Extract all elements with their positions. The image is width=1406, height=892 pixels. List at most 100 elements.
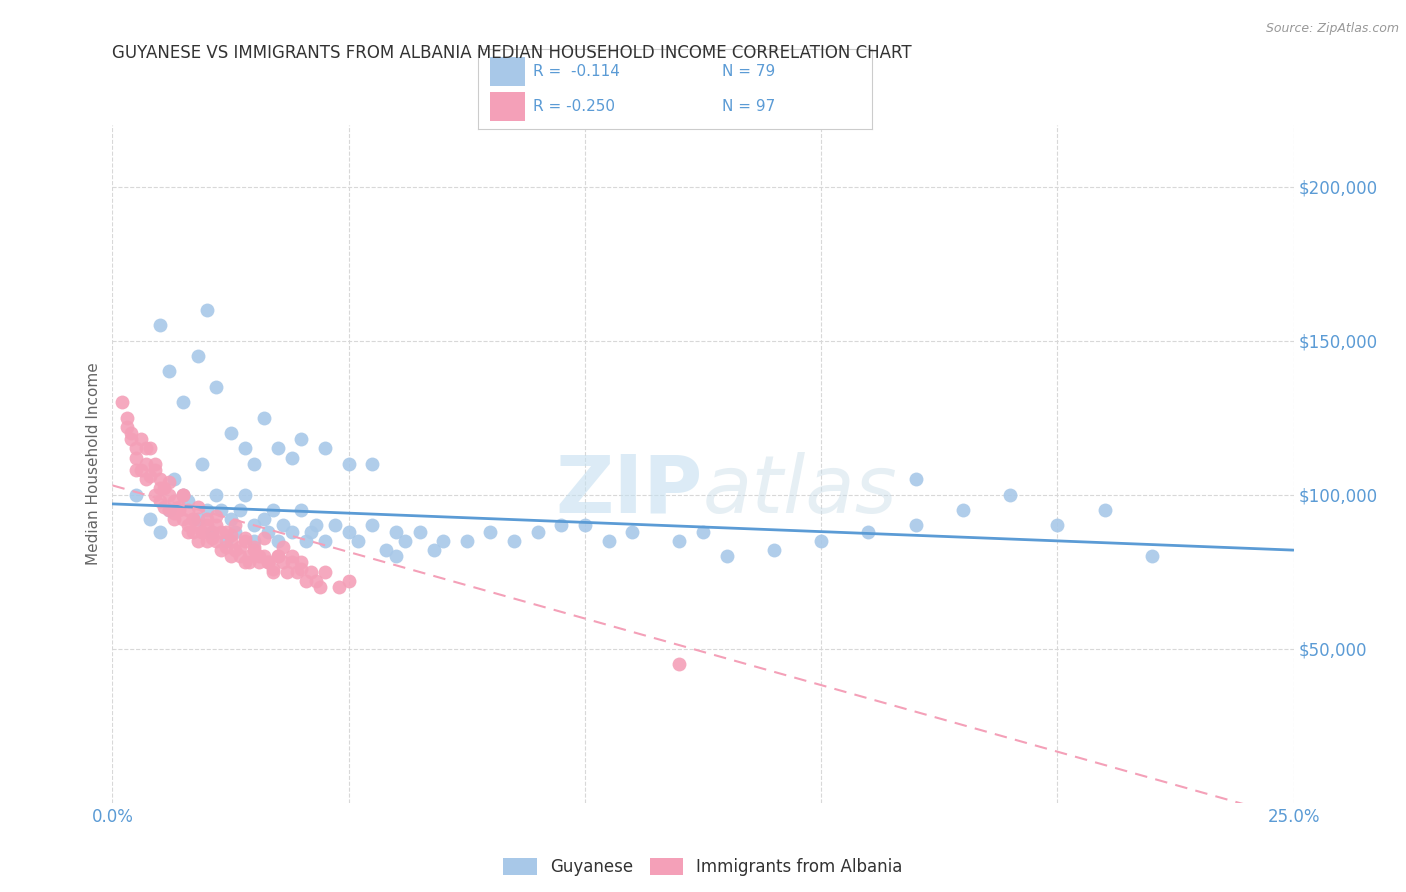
Point <box>195 503 218 517</box>
Point <box>422 543 444 558</box>
Point <box>125 450 148 465</box>
Point <box>153 482 176 496</box>
Point <box>181 512 204 526</box>
Point <box>149 524 172 539</box>
Bar <box>489 93 526 121</box>
Point <box>233 533 256 548</box>
Point <box>385 549 408 564</box>
Point <box>267 442 290 456</box>
Point <box>290 503 312 517</box>
Point <box>253 549 276 564</box>
Point <box>163 493 186 508</box>
Point <box>243 518 266 533</box>
Point <box>201 524 224 539</box>
Point <box>385 524 408 539</box>
Point <box>262 503 284 517</box>
Point <box>271 540 294 554</box>
Point <box>163 512 186 526</box>
Text: R =  -0.114: R = -0.114 <box>533 64 620 79</box>
Point <box>394 533 416 548</box>
Point <box>172 512 194 526</box>
Point <box>243 540 266 554</box>
Point <box>309 580 332 594</box>
Point <box>177 493 200 508</box>
Point <box>243 543 266 558</box>
Point <box>692 524 714 539</box>
Point <box>224 543 246 558</box>
Point <box>224 518 246 533</box>
Point <box>209 543 232 558</box>
Point <box>139 442 162 456</box>
Point <box>172 395 194 409</box>
Point <box>347 533 370 548</box>
Point <box>285 565 308 579</box>
Point <box>205 533 228 548</box>
Point <box>191 524 214 539</box>
Point <box>195 512 218 526</box>
Point <box>253 512 276 526</box>
Point <box>281 556 304 570</box>
Point <box>219 527 242 541</box>
Point <box>238 556 260 570</box>
Point <box>952 503 974 517</box>
Point <box>247 549 270 564</box>
Point <box>177 503 200 517</box>
Point <box>253 410 276 425</box>
Point <box>153 500 176 514</box>
Point <box>233 531 256 545</box>
Point <box>186 533 208 548</box>
Point <box>125 463 148 477</box>
Point <box>135 442 157 456</box>
Point <box>243 457 266 471</box>
Point <box>267 549 290 564</box>
Point <box>267 549 290 564</box>
Point <box>281 450 304 465</box>
Point <box>299 524 322 539</box>
Point <box>276 565 298 579</box>
Point <box>205 380 228 394</box>
Point <box>574 518 596 533</box>
Point <box>314 533 336 548</box>
Point <box>408 524 430 539</box>
Point <box>172 488 194 502</box>
Point <box>295 533 318 548</box>
Point <box>716 549 738 564</box>
Point <box>904 472 927 486</box>
Point <box>304 518 326 533</box>
Point <box>762 543 785 558</box>
Point <box>115 410 138 425</box>
Point <box>157 488 180 502</box>
Point <box>177 518 200 533</box>
Point <box>337 574 360 588</box>
Point <box>337 457 360 471</box>
Point <box>167 503 190 517</box>
Point <box>186 500 208 514</box>
Point <box>238 549 260 564</box>
Point <box>120 425 142 440</box>
Point <box>361 518 384 533</box>
Point <box>998 488 1021 502</box>
Point <box>219 425 242 440</box>
Point <box>361 457 384 471</box>
Point <box>1094 503 1116 517</box>
Point <box>621 524 644 539</box>
Point <box>229 503 252 517</box>
Point <box>432 533 454 548</box>
Point <box>858 524 880 539</box>
Point <box>243 533 266 548</box>
Point <box>163 472 186 486</box>
Point <box>167 500 190 514</box>
Point <box>157 364 180 378</box>
Text: N = 97: N = 97 <box>723 99 775 114</box>
Point <box>295 574 318 588</box>
Text: ZIP: ZIP <box>555 452 703 530</box>
Point <box>135 472 157 486</box>
Text: Source: ZipAtlas.com: Source: ZipAtlas.com <box>1265 22 1399 36</box>
Point <box>177 524 200 539</box>
Text: R = -0.250: R = -0.250 <box>533 99 616 114</box>
Point <box>143 457 166 471</box>
Point <box>598 533 620 548</box>
Point <box>205 509 228 524</box>
Point <box>195 302 218 317</box>
Point <box>149 493 172 508</box>
